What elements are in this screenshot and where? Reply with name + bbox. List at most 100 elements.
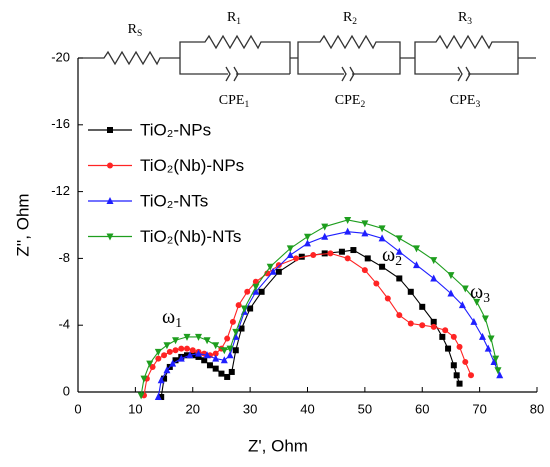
data-point xyxy=(212,365,219,372)
y-tick-label: -4 xyxy=(58,317,70,332)
y-tick-label: -8 xyxy=(58,250,70,265)
circuit-label-main: R xyxy=(343,10,353,25)
data-point xyxy=(206,362,213,369)
data-point xyxy=(232,347,239,354)
cpe xyxy=(341,66,355,82)
data-point xyxy=(224,335,231,342)
data-point xyxy=(137,392,145,400)
circuit-label: R1 xyxy=(227,10,241,27)
data-point xyxy=(247,305,254,312)
annotation-sub: 1 xyxy=(175,315,182,330)
legend-marker xyxy=(107,127,113,133)
data-point xyxy=(266,263,274,271)
data-point xyxy=(304,239,311,247)
data-point xyxy=(395,235,403,243)
data-point xyxy=(344,255,351,262)
rc-element xyxy=(179,34,291,75)
data-point xyxy=(407,320,414,327)
data-point xyxy=(252,278,259,285)
data-point xyxy=(224,373,231,380)
circuit-label: CPE3 xyxy=(450,93,481,110)
data-point xyxy=(195,353,202,360)
x-tick-label: 50 xyxy=(358,401,372,416)
data-point xyxy=(494,367,502,375)
data-point xyxy=(184,352,191,359)
circuit-label-sub: 1 xyxy=(236,17,241,27)
annotation: ω3 xyxy=(470,281,490,306)
data-point xyxy=(155,355,162,362)
x-tick-label: 70 xyxy=(472,401,486,416)
x-tick-label: 40 xyxy=(300,401,314,416)
circuit-label-sub: S xyxy=(137,29,142,39)
data-point xyxy=(154,348,162,356)
resistor xyxy=(78,50,180,66)
data-point xyxy=(161,352,168,359)
data-point xyxy=(183,333,191,341)
circuit-label: RS xyxy=(128,22,143,39)
data-point xyxy=(158,394,165,401)
data-point xyxy=(321,232,329,240)
data-point xyxy=(496,371,504,379)
circuit-label-main: R xyxy=(227,10,237,25)
data-point xyxy=(226,345,234,353)
data-point xyxy=(228,368,235,375)
data-point xyxy=(487,335,495,343)
x-tick-label: 0 xyxy=(74,401,81,416)
data-point xyxy=(244,288,251,295)
data-point xyxy=(212,354,220,362)
data-point xyxy=(350,247,357,254)
data-point xyxy=(484,344,492,352)
data-point xyxy=(442,327,449,334)
data-point xyxy=(252,287,260,295)
data-point xyxy=(229,318,236,325)
data-point xyxy=(212,350,219,357)
data-point xyxy=(177,354,185,362)
data-point xyxy=(161,375,168,382)
data-point xyxy=(269,267,277,275)
data-point xyxy=(456,343,463,350)
circuit-label-sub: 2 xyxy=(360,100,365,110)
data-point xyxy=(373,280,380,287)
data-point xyxy=(321,250,328,257)
data-point xyxy=(344,216,352,224)
data-point xyxy=(361,229,369,237)
data-point xyxy=(395,247,403,255)
annotation: ω2 xyxy=(382,244,402,269)
legend-label: TiO₂(Nb)-NTs xyxy=(140,227,241,246)
data-point xyxy=(163,342,171,350)
data-point xyxy=(470,317,478,325)
data-point xyxy=(379,263,386,270)
data-point xyxy=(468,372,475,379)
data-point xyxy=(407,288,414,295)
data-point xyxy=(384,295,391,302)
data-point xyxy=(321,223,329,231)
data-point xyxy=(458,301,466,309)
x-axis-label: Z', Ohm xyxy=(248,436,308,455)
data-point xyxy=(218,370,225,377)
data-point xyxy=(286,251,294,259)
data-point xyxy=(172,347,179,354)
data-point xyxy=(419,303,426,310)
data-point xyxy=(184,345,191,352)
legend-label: TiO₂-NTs xyxy=(140,191,208,210)
data-point xyxy=(361,267,368,274)
data-point xyxy=(461,285,469,293)
y-tick-label: -20 xyxy=(51,49,70,64)
data-point xyxy=(462,358,469,365)
data-point xyxy=(490,357,498,365)
data-point xyxy=(430,257,438,265)
data-point xyxy=(478,332,486,340)
data-point xyxy=(186,351,194,359)
circuit-label-main: CPE xyxy=(219,93,245,108)
data-point xyxy=(310,252,317,259)
data-point xyxy=(203,351,211,359)
annotation-main: ω xyxy=(162,306,175,328)
circuit-label-sub: 3 xyxy=(475,100,480,110)
data-point xyxy=(481,315,489,323)
data-point xyxy=(275,262,282,269)
cpe xyxy=(225,66,239,82)
annotation: ω1 xyxy=(162,306,182,331)
data-point xyxy=(447,272,455,280)
data-point xyxy=(146,360,154,368)
